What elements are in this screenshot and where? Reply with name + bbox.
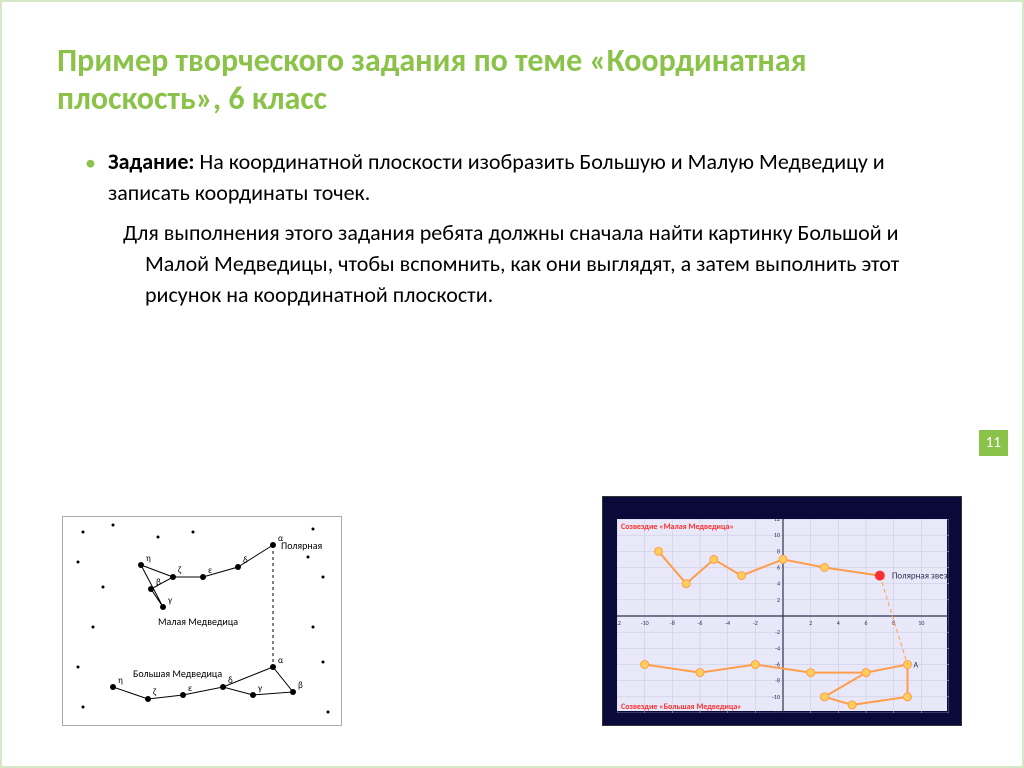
- svg-text:4: 4: [837, 619, 840, 627]
- svg-text:η: η: [118, 675, 123, 686]
- figure-star-map: αδεζβγηαβγδεζηПолярнаяМалая МедведицаБол…: [62, 516, 342, 726]
- svg-text:β: β: [298, 680, 303, 691]
- svg-text:12: 12: [946, 619, 949, 627]
- svg-text:10: 10: [918, 619, 924, 627]
- svg-text:ζ: ζ: [178, 565, 182, 576]
- coord-plot-svg: -12-10-8-6-4-224681012-12-10-8-6-4-22468…: [617, 519, 949, 713]
- svg-text:γ: γ: [167, 595, 172, 606]
- svg-text:A: A: [914, 661, 919, 671]
- svg-text:Малая Медведица: Малая Медведица: [158, 615, 238, 628]
- svg-text:4: 4: [777, 580, 780, 588]
- svg-text:Большая Медведица: Большая Медведица: [133, 667, 222, 680]
- svg-text:2: 2: [777, 596, 780, 604]
- task-text: На координатной плоскости изобразить Бол…: [108, 148, 885, 206]
- svg-text:8: 8: [777, 547, 780, 555]
- bullet-icon: •: [85, 149, 96, 178]
- svg-text:ε: ε: [188, 683, 192, 694]
- body-content: • Задание: На координатной плоскости изо…: [57, 147, 967, 311]
- svg-text:α: α: [278, 655, 284, 666]
- slide: Пример творческого задания по теме «Коор…: [0, 0, 1024, 768]
- svg-text:Полярная: Полярная: [281, 539, 323, 552]
- svg-text:-8: -8: [670, 619, 675, 627]
- svg-text:η: η: [146, 553, 151, 564]
- svg-text:6: 6: [777, 564, 780, 572]
- paragraph-text: Для выполнения этого задания ребята долж…: [123, 219, 899, 308]
- svg-text:ζ: ζ: [153, 687, 157, 698]
- svg-text:-4: -4: [725, 619, 730, 627]
- task-bullet: • Задание: На координатной плоскости изо…: [85, 147, 967, 209]
- svg-text:γ: γ: [257, 683, 262, 694]
- figures-row: αδεζβγηαβγδεζηПолярнаяМалая МедведицаБол…: [62, 496, 962, 726]
- page-number: 11: [979, 430, 1008, 456]
- svg-text:Созвездие «Большая Медведица»: Созвездие «Большая Медведица»: [621, 702, 742, 712]
- svg-text:-10: -10: [772, 693, 780, 701]
- svg-text:-10: -10: [641, 619, 649, 627]
- svg-text:-12: -12: [772, 709, 780, 713]
- svg-text:-2: -2: [753, 619, 758, 627]
- plot-area: -12-10-8-6-4-224681012-12-10-8-6-4-22468…: [617, 519, 947, 711]
- svg-text:-6: -6: [698, 619, 703, 627]
- task-line: Задание: На координатной плоскости изобр…: [108, 147, 967, 209]
- svg-text:10: 10: [774, 531, 780, 539]
- svg-text:6: 6: [864, 619, 867, 627]
- paragraph: Для выполнения этого задания ребята долж…: [85, 218, 967, 310]
- svg-text:-8: -8: [775, 677, 780, 685]
- svg-text:δ: δ: [243, 555, 248, 566]
- task-label: Задание:: [108, 148, 195, 175]
- svg-text:Созвездие «Малая Медведица»: Созвездие «Малая Медведица»: [621, 522, 734, 532]
- svg-text:12: 12: [774, 519, 780, 523]
- svg-text:Полярная звезда: Полярная звезда: [892, 571, 949, 582]
- svg-text:-12: -12: [617, 619, 621, 627]
- svg-text:ε: ε: [208, 565, 212, 576]
- svg-text:-2: -2: [775, 628, 780, 636]
- svg-text:-4: -4: [775, 644, 780, 652]
- svg-text:β: β: [156, 577, 161, 588]
- slide-title: Пример творческого задания по теме «Коор…: [57, 42, 967, 119]
- figure-coord-plot: -12-10-8-6-4-224681012-12-10-8-6-4-22468…: [602, 496, 962, 726]
- star-map-svg: αδεζβγηαβγδεζηПолярнаяМалая МедведицаБол…: [63, 517, 343, 727]
- svg-text:2: 2: [809, 619, 812, 627]
